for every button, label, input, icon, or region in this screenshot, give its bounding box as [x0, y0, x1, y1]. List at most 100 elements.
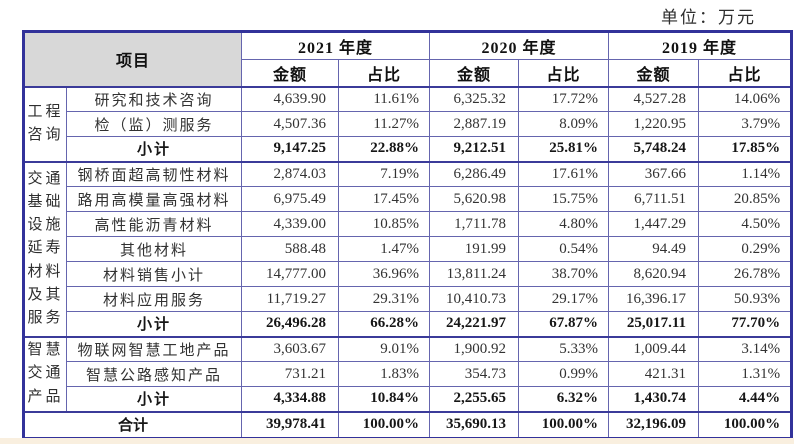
amount-cell: 2,887.19: [429, 111, 520, 137]
table-row: 检（监）测服务 4,507.36 11.27% 2,887.19 8.09% 1…: [24, 111, 793, 137]
ratio-cell: 0.54%: [518, 236, 610, 262]
ratio-header-2020: 占比: [518, 59, 610, 87]
subtotal-label: 小计: [65, 311, 243, 337]
amount-cell: 6,975.49: [241, 186, 340, 212]
ratio-cell: 5.33%: [518, 335, 610, 362]
amount-cell: 9,212.51: [429, 136, 520, 162]
ratio-cell: 11.61%: [338, 85, 431, 112]
amount-cell: 6,286.49: [429, 160, 520, 187]
ratio-cell: 50.93%: [698, 286, 793, 312]
item-column-header: 项目: [22, 31, 243, 87]
ratio-cell: 36.96%: [338, 261, 431, 287]
ratio-cell: 17.45%: [338, 186, 431, 212]
amount-cell: 14,777.00: [241, 261, 340, 287]
ratio-cell: 11.27%: [338, 111, 431, 137]
amount-cell: 6,711.51: [608, 186, 700, 212]
ratio-cell: 1.83%: [338, 361, 431, 387]
subtotal-label: 小计: [65, 136, 243, 162]
ratio-cell: 4.80%: [518, 211, 610, 237]
year-header-2021: 2021 年度: [241, 31, 431, 60]
amount-header-2021: 金额: [241, 59, 340, 87]
ratio-cell: 22.88%: [338, 136, 431, 162]
ratio-header-2021: 占比: [338, 59, 431, 87]
item-cell: 其他材料: [65, 236, 243, 262]
amount-cell: 4,639.90: [241, 85, 340, 112]
amount-cell: 5,620.98: [429, 186, 520, 212]
table-row: 材料应用服务 11,719.27 29.31% 10,410.73 29.17%…: [24, 286, 793, 312]
item-cell: 材料应用服务: [65, 286, 243, 312]
ratio-cell: 4.50%: [698, 211, 793, 237]
group-label-infrastructure-materials: 交通 基础 设施 延寿 材料 及其 服务: [23, 160, 67, 337]
year-header-2019: 2019 年度: [608, 31, 793, 60]
table-row: 路用高模量高强材料 6,975.49 17.45% 5,620.98 15.75…: [24, 186, 793, 212]
amount-cell: 588.48: [241, 236, 340, 262]
ratio-cell: 3.14%: [698, 335, 793, 362]
amount-cell: 4,527.28: [608, 85, 700, 112]
ratio-cell: 20.85%: [698, 186, 793, 212]
total-row: 合计 39,978.41 100.00% 35,690.13 100.00% 3…: [22, 410, 793, 439]
amount-cell: 367.66: [608, 160, 700, 187]
item-cell: 钢桥面超高韧性材料: [65, 160, 243, 187]
ratio-cell: 6.32%: [518, 386, 610, 412]
amount-cell: 3,603.67: [241, 335, 340, 362]
ratio-cell: 26.78%: [698, 261, 793, 287]
ratio-cell: 66.28%: [338, 311, 431, 337]
amount-cell: 2,874.03: [241, 160, 340, 187]
ratio-cell: 8.09%: [518, 111, 610, 137]
amount-cell: 26,496.28: [241, 311, 340, 337]
amount-cell: 6,325.32: [429, 85, 520, 112]
amount-cell: 39,978.41: [241, 410, 340, 439]
ratio-cell: 38.70%: [518, 261, 610, 287]
amount-cell: 191.99: [429, 236, 520, 262]
table-row: 材料销售小计 14,777.00 36.96% 13,811.24 38.70%…: [24, 261, 793, 287]
amount-cell: 1,220.95: [608, 111, 700, 137]
ratio-cell: 1.14%: [698, 160, 793, 187]
ratio-cell: 15.75%: [518, 186, 610, 212]
item-cell: 研究和技术咨询: [65, 85, 243, 112]
amount-cell: 1,430.74: [608, 386, 700, 412]
amount-cell: 4,339.00: [241, 211, 340, 237]
ratio-cell: 0.29%: [698, 236, 793, 262]
ratio-header-2019: 占比: [698, 59, 793, 87]
ratio-cell: 14.06%: [698, 85, 793, 112]
ratio-cell: 17.72%: [518, 85, 610, 112]
table-row: 智慧 交通 产品 物联网智慧工地产品 3,603.67 9.01% 1,900.…: [23, 335, 793, 412]
ratio-cell: 9.01%: [338, 335, 431, 362]
header-row-metrics: 金额 占比 金额 占比 金额 占比: [24, 59, 793, 87]
total-label: 合计: [22, 410, 243, 439]
amount-cell: 2,255.65: [429, 386, 520, 412]
amount-cell: 35,690.13: [429, 410, 520, 439]
ratio-cell: 17.85%: [698, 136, 793, 162]
ratio-cell: 0.99%: [518, 361, 610, 387]
ratio-cell: 1.47%: [338, 236, 431, 262]
item-cell: 检（监）测服务: [65, 111, 243, 137]
amount-cell: 25,017.11: [608, 311, 700, 337]
subtotal-row: 小计 4,334.88 10.84% 2,255.65 6.32% 1,430.…: [24, 386, 793, 412]
ratio-cell: 67.87%: [518, 311, 610, 337]
ratio-cell: 10.84%: [338, 386, 431, 412]
group-label-smart-transport-products: 智慧 交通 产品: [23, 335, 67, 412]
amount-cell: 421.31: [608, 361, 700, 387]
page-bottom-strip: [0, 438, 794, 444]
ratio-cell: 100.00%: [338, 410, 431, 439]
ratio-cell: 17.61%: [518, 160, 610, 187]
item-cell: 物联网智慧工地产品: [65, 335, 243, 362]
ratio-cell: 29.17%: [518, 286, 610, 312]
table-row: 高性能沥青材料 4,339.00 10.85% 1,711.78 4.80% 1…: [24, 211, 793, 237]
amount-cell: 4,507.36: [241, 111, 340, 137]
subtotal-label: 小计: [65, 386, 243, 412]
revenue-table: 项目 2021 年度 2020 年度 2019 年度 金额 占比 金额 占比 金…: [22, 30, 794, 440]
amount-cell: 731.21: [241, 361, 340, 387]
amount-cell: 1,900.92: [429, 335, 520, 362]
table-row: 其他材料 588.48 1.47% 191.99 0.54% 94.49 0.2…: [24, 236, 793, 262]
amount-cell: 13,811.24: [429, 261, 520, 287]
amount-cell: 16,396.17: [608, 286, 700, 312]
amount-cell: 1,711.78: [429, 211, 520, 237]
table-row: 智慧公路感知产品 731.21 1.83% 354.73 0.99% 421.3…: [24, 361, 793, 387]
amount-cell: 5,748.24: [608, 136, 700, 162]
amount-cell: 1,447.29: [608, 211, 700, 237]
header-row-years: 项目 2021 年度 2020 年度 2019 年度: [22, 31, 793, 87]
ratio-cell: 100.00%: [518, 410, 610, 439]
ratio-cell: 29.31%: [338, 286, 431, 312]
